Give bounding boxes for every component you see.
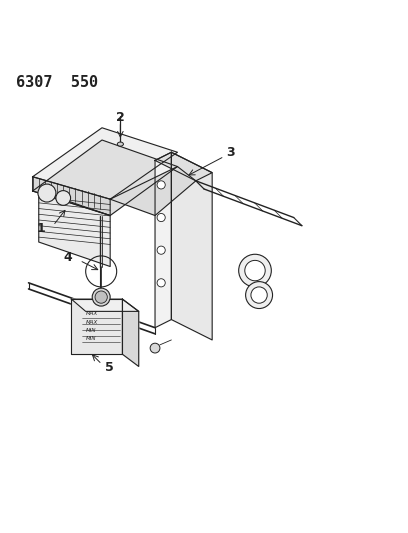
Circle shape [56,191,71,205]
Text: 2: 2 [116,111,125,124]
Polygon shape [155,152,171,328]
Text: MAX: MAX [86,311,98,317]
Polygon shape [39,191,110,266]
Ellipse shape [118,142,123,146]
Polygon shape [33,177,110,215]
Polygon shape [155,152,212,181]
Text: 5: 5 [105,361,114,374]
Text: MIN: MIN [86,328,96,333]
Circle shape [38,184,56,202]
Polygon shape [71,299,139,311]
Polygon shape [33,140,177,215]
Text: MIN: MIN [86,336,96,341]
Polygon shape [110,166,196,215]
Circle shape [245,261,265,281]
Text: 1: 1 [36,222,45,235]
Circle shape [246,281,273,309]
Polygon shape [71,299,122,354]
Polygon shape [171,152,212,340]
Circle shape [251,287,267,303]
Circle shape [157,213,165,222]
Circle shape [95,291,107,303]
Circle shape [239,254,271,287]
Text: MAX: MAX [86,320,98,325]
Circle shape [157,279,165,287]
Polygon shape [33,128,177,199]
Text: 6307  550: 6307 550 [16,75,98,90]
Polygon shape [122,299,139,367]
Circle shape [150,343,160,353]
Circle shape [92,288,110,306]
Text: 3: 3 [226,146,235,159]
Circle shape [157,181,165,189]
Circle shape [157,246,165,254]
Text: 4: 4 [63,251,72,264]
